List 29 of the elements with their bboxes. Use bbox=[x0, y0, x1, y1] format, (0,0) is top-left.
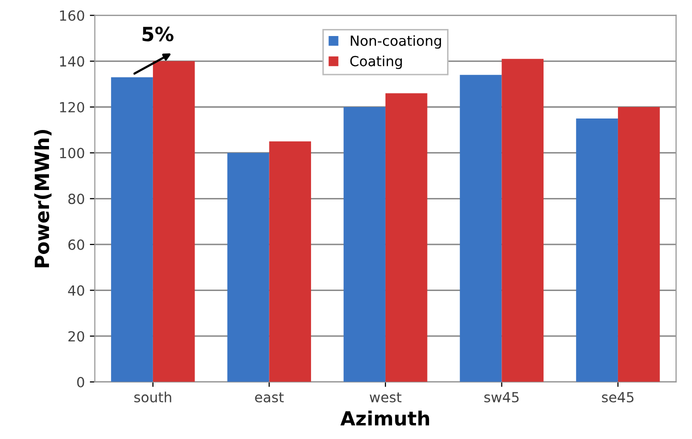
x-tick-label: se45 bbox=[602, 392, 634, 402]
x-tick-label: sw45 bbox=[484, 392, 519, 402]
bar bbox=[385, 93, 428, 382]
bar bbox=[344, 107, 386, 382]
y-tick-label: 60 bbox=[68, 239, 84, 250]
legend-label: Coating bbox=[350, 56, 402, 70]
x-tick-label: south bbox=[134, 392, 172, 402]
bar bbox=[111, 77, 153, 382]
y-tick-label: 80 bbox=[68, 194, 84, 204]
bar bbox=[269, 141, 312, 382]
x-tick-label: west bbox=[370, 392, 402, 402]
bar bbox=[460, 74, 502, 382]
x-axis-title: Azimuth bbox=[340, 410, 430, 426]
bar bbox=[152, 61, 195, 382]
y-tick-label: 160 bbox=[60, 10, 84, 21]
x-tick-label: east bbox=[255, 392, 284, 402]
y-tick-label: 40 bbox=[68, 285, 84, 296]
y-tick-label: 0 bbox=[77, 376, 84, 388]
y-tick-label: 120 bbox=[60, 102, 84, 112]
y-tick-label: 20 bbox=[68, 331, 84, 342]
annotation: 5% bbox=[142, 26, 174, 42]
bar bbox=[576, 118, 618, 382]
bar bbox=[502, 58, 544, 382]
y-tick-label: 100 bbox=[60, 148, 84, 158]
bar bbox=[618, 107, 660, 382]
y-axis-title: Power(MWh) bbox=[34, 130, 52, 268]
y-tick-label: 140 bbox=[60, 56, 84, 67]
bar bbox=[227, 152, 270, 382]
legend-label: Non-coationg bbox=[350, 35, 441, 49]
